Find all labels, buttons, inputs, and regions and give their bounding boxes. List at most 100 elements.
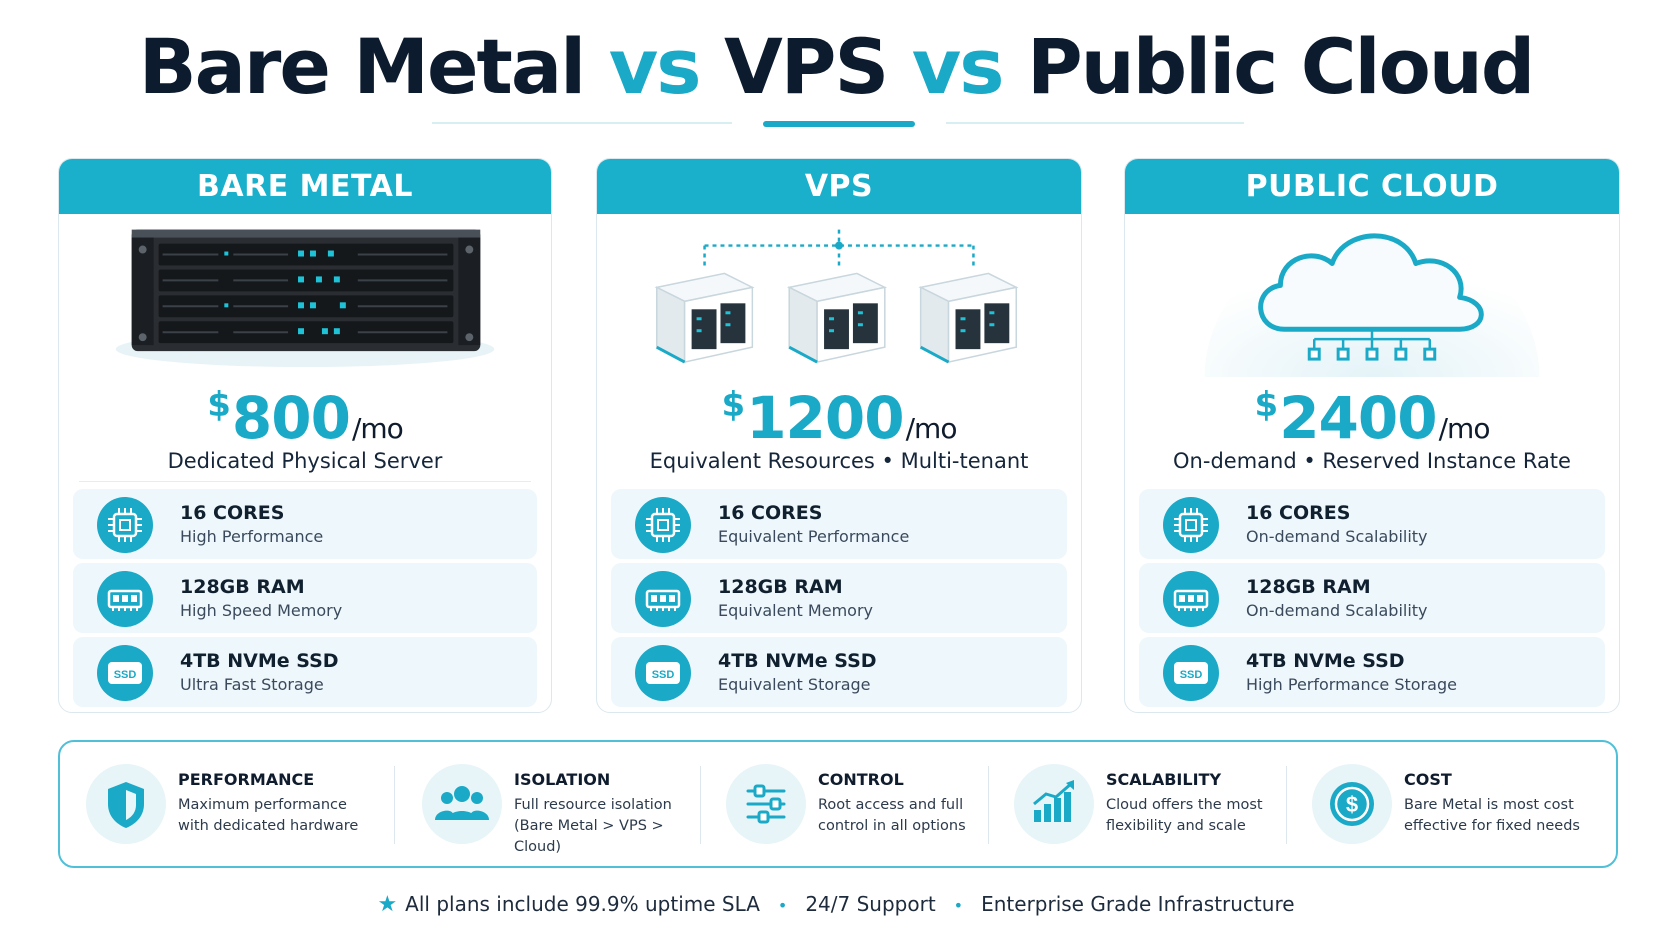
card-header: PUBLIC CLOUD bbox=[1125, 159, 1619, 214]
spec-title: 128GB RAM bbox=[718, 576, 843, 598]
card-subtitle: Equivalent Resources • Multi-tenant bbox=[649, 449, 1029, 473]
price-value: 1200 bbox=[746, 384, 904, 452]
title-vps: VPS bbox=[723, 22, 889, 111]
spec-title: 128GB RAM bbox=[1246, 576, 1371, 598]
footer-sla: All plans include 99.9% uptime SLA bbox=[405, 892, 760, 916]
spec-title: 16 CORES bbox=[718, 502, 823, 524]
benefit-scalability: SCALABILITY Cloud offers the most flexibi… bbox=[988, 742, 1278, 866]
benefit-title: CONTROL bbox=[818, 770, 904, 789]
spec-desc: High Performance bbox=[180, 527, 324, 546]
card-public-cloud: PUBLIC CLOUD $2400/mo On-demand • bbox=[1124, 158, 1620, 713]
title-bare-metal: Bare Metal bbox=[138, 22, 587, 111]
page-title: Bare Metal vs VPS vs Public Cloud bbox=[0, 22, 1672, 111]
cpu-icon bbox=[97, 497, 153, 553]
ssd-icon: SSD bbox=[97, 645, 153, 701]
footer-infrastructure: Enterprise Grade Infrastructure bbox=[981, 892, 1295, 916]
star-icon: ★ bbox=[377, 892, 398, 917]
svg-text:$: $ bbox=[1346, 792, 1358, 817]
price-period: /mo bbox=[905, 412, 958, 445]
spec-title: 4TB NVMe SSD bbox=[1246, 650, 1405, 672]
divider bbox=[79, 481, 531, 482]
card-header: VPS bbox=[597, 159, 1081, 214]
spec-desc: High Performance Storage bbox=[1246, 675, 1457, 694]
footer-support: 24/7 Support bbox=[805, 892, 936, 916]
svg-text:SSD: SSD bbox=[1180, 669, 1203, 681]
title-vs: vs bbox=[608, 22, 702, 111]
benefit-performance: PERFORMANCE Maximum performance with dedi… bbox=[60, 742, 380, 866]
benefit-title: SCALABILITY bbox=[1106, 770, 1222, 789]
divider bbox=[988, 766, 989, 844]
spec-title: 128GB RAM bbox=[180, 576, 305, 598]
divider bbox=[700, 766, 701, 844]
price: $1200/mo bbox=[597, 384, 1081, 452]
bullet-separator: • bbox=[953, 896, 964, 915]
bullet-separator: • bbox=[777, 896, 788, 915]
benefit-title: COST bbox=[1404, 770, 1452, 789]
cloud-icon bbox=[1204, 227, 1540, 378]
spec-row-cores: 16 CORES On-demand Scalability bbox=[1139, 489, 1605, 559]
benefit-desc: Bare Metal is most cost effective for fix… bbox=[1404, 797, 1580, 834]
spec-desc: Ultra Fast Storage bbox=[180, 675, 324, 694]
spec-desc: Equivalent Memory bbox=[718, 601, 873, 620]
title-divider bbox=[432, 122, 732, 124]
spec-desc: High Speed Memory bbox=[180, 601, 343, 620]
spec-desc: On-demand Scalability bbox=[1246, 601, 1428, 620]
svg-text:SSD: SSD bbox=[652, 669, 675, 681]
benefit-desc: Maximum performance with dedicated hardwa… bbox=[178, 797, 359, 834]
spec-row-ram: 128GB RAM On-demand Scalability bbox=[1139, 563, 1605, 633]
ram-icon bbox=[97, 571, 153, 627]
rack-server-icon bbox=[115, 229, 495, 368]
card-header: BARE METAL bbox=[59, 159, 551, 214]
currency: $ bbox=[721, 385, 746, 425]
shield-icon bbox=[86, 764, 166, 844]
currency: $ bbox=[1254, 385, 1279, 425]
title-public-cloud: Public Cloud bbox=[1026, 22, 1535, 111]
benefit-desc: Full resource isolation (Bare Metal > VPS… bbox=[514, 797, 672, 855]
divider bbox=[394, 766, 395, 844]
footer: ★ All plans include 99.9% uptime SLA • 24/7… bbox=[0, 892, 1672, 917]
vm-box bbox=[654, 272, 755, 364]
benefit-title: PERFORMANCE bbox=[178, 770, 315, 789]
sliders-icon bbox=[726, 764, 806, 844]
title-divider-accent bbox=[763, 121, 915, 127]
benefit-desc: Cloud offers the most flexibility and sca… bbox=[1106, 797, 1263, 834]
price-value: 800 bbox=[231, 384, 351, 452]
svg-text:SSD: SSD bbox=[114, 669, 137, 681]
spec-row-cores: 16 CORES Equivalent Performance bbox=[611, 489, 1067, 559]
price: $2400/mo bbox=[1125, 384, 1619, 452]
benefit-title: ISOLATION bbox=[514, 770, 611, 789]
spec-desc: On-demand Scalability bbox=[1246, 527, 1428, 546]
ram-icon bbox=[1163, 571, 1219, 627]
title-vs: vs bbox=[911, 22, 1005, 111]
growth-chart-icon bbox=[1014, 764, 1094, 844]
virtual-servers-icon bbox=[654, 229, 1019, 364]
card-subtitle: Dedicated Physical Server bbox=[167, 449, 443, 473]
users-icon bbox=[422, 764, 502, 844]
price-value: 2400 bbox=[1279, 384, 1437, 452]
divider bbox=[1286, 766, 1287, 844]
ram-icon bbox=[635, 571, 691, 627]
benefit-isolation: ISOLATION Full resource isolation (Bare M… bbox=[396, 742, 696, 866]
price: $800/mo bbox=[59, 384, 551, 452]
benefit-desc: Root access and full control in all optio… bbox=[818, 797, 966, 834]
price-period: /mo bbox=[1438, 412, 1491, 445]
dollar-icon: $ bbox=[1312, 764, 1392, 844]
spec-row-storage: SSD 4TB NVMe SSD Ultra Fast Storage bbox=[73, 637, 537, 707]
spec-title: 16 CORES bbox=[180, 502, 285, 524]
spec-desc: Equivalent Storage bbox=[718, 675, 871, 694]
cpu-icon bbox=[1163, 497, 1219, 553]
spec-row-ram: 128GB RAM High Speed Memory bbox=[73, 563, 537, 633]
spec-title: 4TB NVMe SSD bbox=[180, 650, 339, 672]
benefit-cost: $ COST Bare Metal is most cost effective … bbox=[1286, 742, 1616, 866]
ssd-icon: SSD bbox=[635, 645, 691, 701]
card-bare-metal: BARE METAL $800/mo D bbox=[58, 158, 552, 713]
benefit-control: CONTROL Root access and full control in a… bbox=[700, 742, 980, 866]
spec-row-ram: 128GB RAM Equivalent Memory bbox=[611, 563, 1067, 633]
spec-row-cores: 16 CORES High Performance bbox=[73, 489, 537, 559]
cpu-icon bbox=[635, 497, 691, 553]
spec-desc: Equivalent Performance bbox=[718, 527, 910, 546]
currency: $ bbox=[207, 385, 231, 425]
card-vps: VPS bbox=[596, 158, 1082, 713]
spec-title: 16 CORES bbox=[1246, 502, 1351, 524]
benefits-panel: PERFORMANCE Maximum performance with dedi… bbox=[58, 740, 1618, 868]
